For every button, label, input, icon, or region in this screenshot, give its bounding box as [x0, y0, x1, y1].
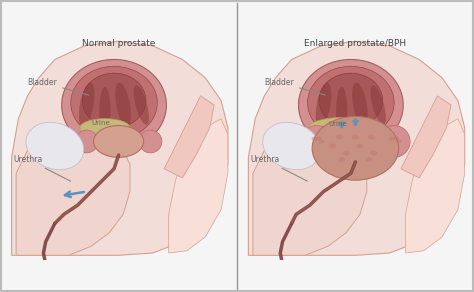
Polygon shape: [16, 135, 130, 255]
Ellipse shape: [301, 126, 333, 157]
Polygon shape: [405, 119, 465, 253]
Ellipse shape: [82, 73, 146, 128]
Ellipse shape: [319, 73, 383, 128]
Ellipse shape: [378, 126, 410, 157]
Ellipse shape: [393, 136, 399, 140]
Ellipse shape: [26, 122, 84, 170]
Text: Bladder: Bladder: [264, 78, 326, 95]
Ellipse shape: [352, 134, 359, 139]
Ellipse shape: [99, 87, 110, 137]
Ellipse shape: [263, 122, 320, 170]
Ellipse shape: [75, 130, 98, 153]
Ellipse shape: [343, 150, 350, 155]
Ellipse shape: [71, 66, 157, 139]
Polygon shape: [164, 96, 214, 178]
Ellipse shape: [311, 136, 317, 140]
Ellipse shape: [62, 60, 166, 151]
Text: Urethra: Urethra: [251, 155, 308, 181]
Text: Bladder: Bladder: [27, 78, 89, 95]
Polygon shape: [401, 96, 451, 178]
Ellipse shape: [336, 87, 347, 137]
Polygon shape: [169, 119, 228, 253]
Text: Urethra: Urethra: [14, 155, 71, 181]
Ellipse shape: [93, 126, 144, 157]
Ellipse shape: [299, 60, 403, 151]
Ellipse shape: [329, 143, 336, 149]
Ellipse shape: [396, 139, 401, 143]
Ellipse shape: [338, 157, 345, 162]
Ellipse shape: [356, 143, 364, 149]
Ellipse shape: [316, 83, 331, 128]
Ellipse shape: [336, 134, 343, 139]
Ellipse shape: [319, 139, 324, 143]
Ellipse shape: [80, 119, 130, 137]
Polygon shape: [248, 41, 465, 255]
Ellipse shape: [365, 157, 373, 162]
Polygon shape: [11, 41, 228, 255]
Ellipse shape: [115, 83, 131, 128]
Text: Urine: Urine: [91, 120, 110, 126]
Ellipse shape: [308, 66, 394, 139]
Ellipse shape: [316, 136, 322, 140]
Text: Urine: Urine: [328, 121, 347, 127]
Ellipse shape: [371, 85, 386, 125]
Ellipse shape: [352, 83, 368, 128]
Polygon shape: [253, 135, 367, 255]
Ellipse shape: [308, 118, 376, 140]
Ellipse shape: [389, 136, 395, 140]
Ellipse shape: [368, 134, 375, 139]
Text: Normal prostate: Normal prostate: [82, 39, 155, 48]
Ellipse shape: [370, 150, 377, 155]
Ellipse shape: [312, 117, 399, 180]
Ellipse shape: [134, 85, 149, 125]
Ellipse shape: [79, 83, 94, 128]
Text: Enlarged prostate/BPH: Enlarged prostate/BPH: [304, 39, 407, 48]
Ellipse shape: [139, 130, 162, 153]
